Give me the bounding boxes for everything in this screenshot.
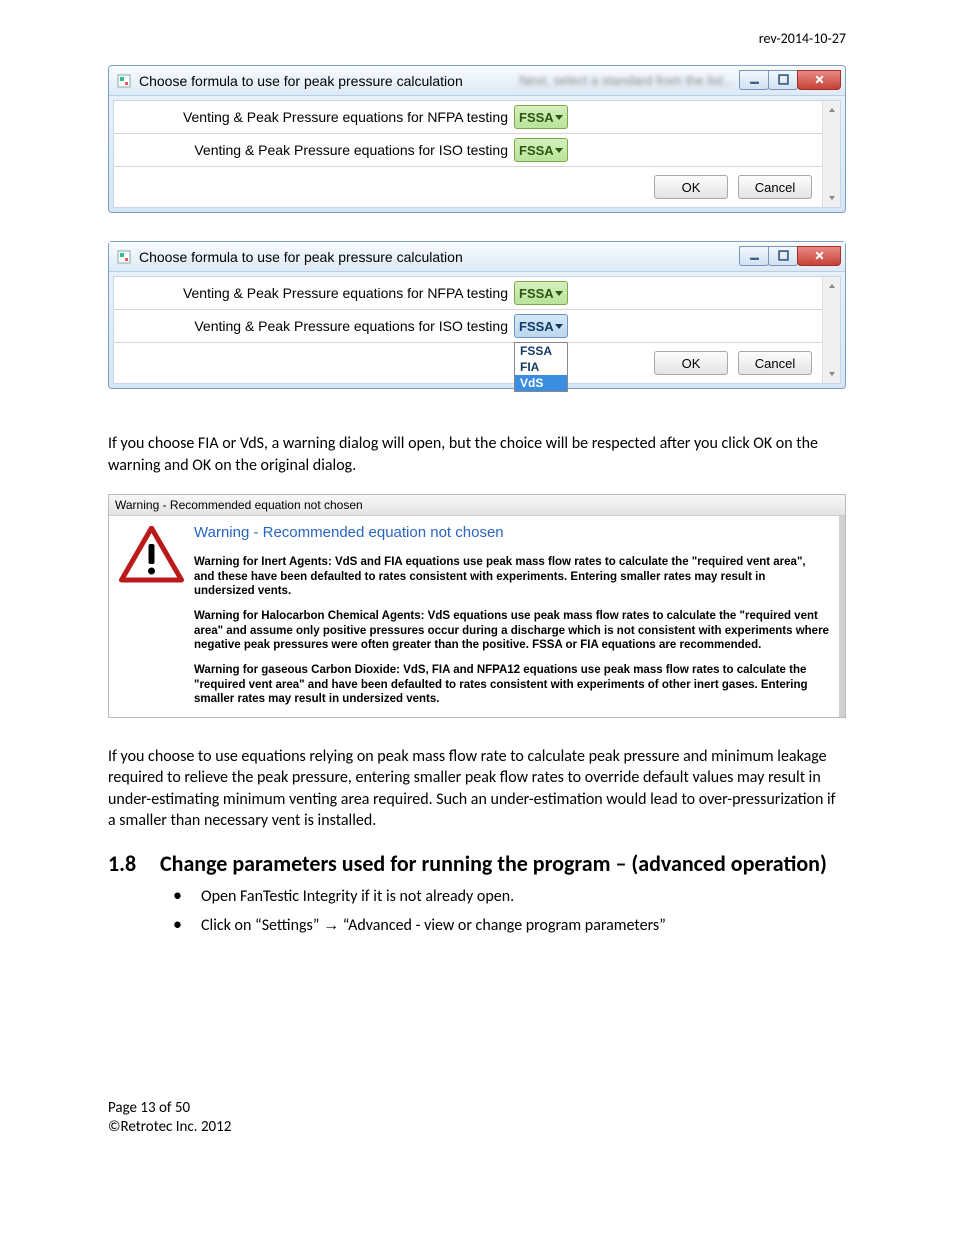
ok-button[interactable]: OK bbox=[654, 351, 728, 375]
close-button[interactable] bbox=[797, 246, 841, 266]
chevron-down-icon bbox=[555, 324, 563, 329]
chevron-down-icon bbox=[555, 291, 563, 296]
copyright: ©Retrotec Inc. 2012 bbox=[108, 1118, 846, 1138]
dialog-title: Choose formula to use for peak pressure … bbox=[139, 73, 519, 89]
scrollbar[interactable] bbox=[822, 277, 840, 383]
section-number: 1.8 bbox=[108, 850, 160, 877]
iso-label: Venting & Peak Pressure equations for IS… bbox=[114, 318, 514, 334]
dialog-titlebar: Choose formula to use for peak pressure … bbox=[109, 66, 845, 96]
arrow-icon: → bbox=[323, 917, 339, 934]
cancel-button[interactable]: Cancel bbox=[738, 351, 812, 375]
app-icon bbox=[117, 250, 131, 264]
iso-combo[interactable]: FSSA bbox=[514, 314, 568, 338]
list-item: Open FanTestic Integrity if it is not al… bbox=[173, 881, 846, 910]
nfpa-combo-value: FSSA bbox=[519, 286, 554, 301]
scroll-up-icon[interactable] bbox=[823, 277, 840, 295]
scroll-down-icon[interactable] bbox=[823, 365, 840, 383]
warning-paragraph: Warning for Inert Agents: VdS and FIA eq… bbox=[194, 555, 829, 598]
maximize-button[interactable] bbox=[768, 70, 798, 90]
page-number: Page 13 of 50 bbox=[108, 1099, 846, 1119]
warning-icon bbox=[109, 516, 194, 716]
nfpa-combo-value: FSSA bbox=[519, 110, 554, 125]
chevron-down-icon bbox=[555, 115, 563, 120]
dialog-title: Choose formula to use for peak pressure … bbox=[139, 249, 740, 265]
section-heading: 1.8 Change parameters used for running t… bbox=[108, 850, 846, 877]
section-title: Change parameters used for running the p… bbox=[160, 850, 827, 877]
app-icon bbox=[117, 74, 131, 88]
scroll-down-icon[interactable] bbox=[823, 189, 840, 207]
scroll-up-icon[interactable] bbox=[823, 101, 840, 119]
page-footer: Page 13 of 50 ©Retrotec Inc. 2012 bbox=[108, 1099, 846, 1138]
paragraph: If you choose FIA or VdS, a warning dial… bbox=[108, 433, 846, 476]
maximize-button[interactable] bbox=[768, 246, 798, 266]
scrollbar[interactable] bbox=[822, 101, 840, 207]
iso-combo-dropdown[interactable]: FSSA FIA VdS bbox=[514, 342, 568, 392]
nfpa-label: Venting & Peak Pressure equations for NF… bbox=[114, 109, 514, 125]
dialog-title-blurred: Next, select a standard from the list... bbox=[519, 73, 734, 88]
chevron-down-icon bbox=[555, 148, 563, 153]
ok-button[interactable]: OK bbox=[654, 175, 728, 199]
iso-combo-value: FSSA bbox=[519, 319, 554, 334]
iso-combo[interactable]: FSSA bbox=[514, 138, 568, 162]
warning-heading: Warning - Recommended equation not chose… bbox=[194, 524, 829, 541]
dialog-titlebar: Choose formula to use for peak pressure … bbox=[109, 242, 845, 272]
minimize-button[interactable] bbox=[739, 246, 769, 266]
dropdown-option[interactable]: FSSA bbox=[515, 343, 567, 359]
dropdown-option[interactable]: FIA bbox=[515, 359, 567, 375]
warning-paragraph: Warning for gaseous Carbon Dioxide: VdS,… bbox=[194, 663, 829, 706]
dropdown-option-selected[interactable]: VdS bbox=[515, 375, 567, 391]
cancel-button[interactable]: Cancel bbox=[738, 175, 812, 199]
warning-paragraph: Warning for Halocarbon Chemical Agents: … bbox=[194, 609, 829, 652]
warning-dialog: Warning - Recommended equation not chose… bbox=[108, 494, 846, 717]
nfpa-combo[interactable]: FSSA bbox=[514, 281, 568, 305]
paragraph: If you choose to use equations relying o… bbox=[108, 746, 846, 832]
close-button[interactable] bbox=[797, 70, 841, 90]
minimize-button[interactable] bbox=[739, 70, 769, 90]
list-item: Click on “Settings” → “Advanced - view o… bbox=[173, 910, 846, 939]
iso-label: Venting & Peak Pressure equations for IS… bbox=[114, 142, 514, 158]
nfpa-label: Venting & Peak Pressure equations for NF… bbox=[114, 285, 514, 301]
nfpa-combo[interactable]: FSSA bbox=[514, 105, 568, 129]
formula-dialog-1: Choose formula to use for peak pressure … bbox=[108, 65, 846, 213]
iso-combo-value: FSSA bbox=[519, 143, 554, 158]
formula-dialog-2: Choose formula to use for peak pressure … bbox=[108, 241, 846, 389]
warning-titlebar: Warning - Recommended equation not chose… bbox=[109, 495, 845, 516]
revision-label: rev-2014-10-27 bbox=[108, 30, 846, 47]
